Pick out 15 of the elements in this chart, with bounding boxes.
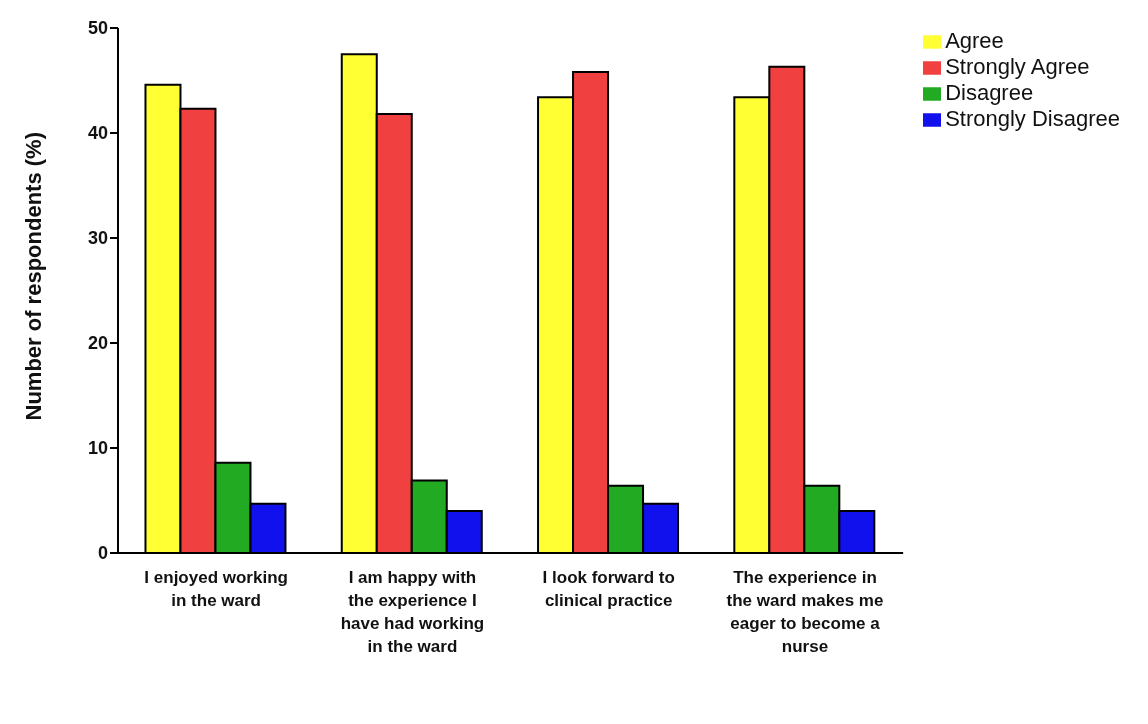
y-tick-label: 0	[97, 543, 108, 564]
y-axis-title: Number of respondents (%)	[20, 132, 46, 421]
y-tick-label: 10	[87, 438, 108, 459]
y-tick-label: 30	[87, 228, 108, 249]
y-tick-label: 50	[87, 18, 108, 39]
x-tick-label: I am happy with the experience I have had working in the ward	[340, 568, 485, 656]
x-tick-label: I look forward to clinical practice	[542, 568, 675, 610]
legend-label: Disagree	[945, 80, 1034, 105]
legend-label: Strongly Disagree	[945, 106, 1120, 131]
legend-label: Agree	[945, 28, 1004, 53]
legend-label: Strongly Agree	[945, 54, 1090, 79]
y-tick-label: 40	[87, 123, 108, 144]
x-tick-label: The experience in the ward makes me eager to become a nurse	[726, 568, 884, 656]
y-tick-label: 20	[87, 333, 108, 354]
x-tick-label: I enjoyed working in the ward	[144, 568, 288, 610]
